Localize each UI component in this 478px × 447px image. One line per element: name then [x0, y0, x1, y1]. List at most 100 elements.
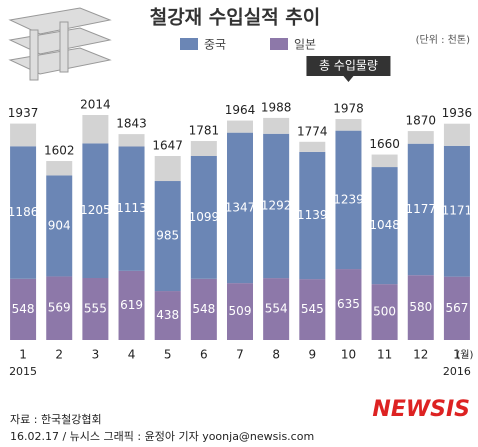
- value-label: 1177: [405, 202, 436, 216]
- value-label: 619: [120, 298, 143, 312]
- bar-segment: [263, 133, 290, 279]
- x-tick-label: 5: [164, 348, 172, 362]
- value-label: 569: [48, 301, 71, 315]
- bar-segment: [443, 145, 470, 277]
- bar-remainder: [46, 161, 73, 176]
- x-tick-label: 2: [55, 348, 63, 362]
- bar-segment: [263, 278, 290, 340]
- total-label: 2014: [80, 98, 111, 112]
- total-label: 1870: [405, 114, 436, 128]
- bar-remainder: [263, 117, 290, 134]
- bar-segment: [299, 279, 326, 340]
- total-label: 1781: [189, 124, 220, 138]
- bar-segment: [335, 130, 362, 270]
- x-tick-label: 12: [413, 348, 428, 362]
- x-tick-label: 1: [453, 348, 461, 362]
- logo: NEWSIS: [372, 397, 470, 422]
- credit: 16.02.17 / 뉴시스 그래픽 : 윤정아 기자 yoonja@newsi…: [10, 430, 314, 443]
- total-label: 1843: [116, 117, 147, 131]
- total-label: 1774: [297, 124, 328, 138]
- source: 자료 : 한국철강협회: [10, 413, 102, 426]
- year-label: 2015: [9, 365, 37, 378]
- bar-remainder: [82, 115, 109, 144]
- bar-remainder: [118, 134, 145, 147]
- total-label: 1988: [261, 100, 292, 114]
- value-label: 545: [301, 302, 324, 316]
- bar-remainder: [154, 156, 181, 182]
- bar-segment: [154, 181, 181, 292]
- bar-segment: [371, 167, 398, 285]
- bar-segment: [227, 132, 253, 284]
- value-label: 548: [192, 302, 215, 316]
- total-label: 1937: [8, 106, 39, 120]
- bar-segment: [10, 278, 37, 340]
- legend-swatch: [180, 38, 198, 50]
- x-tick-label: 11: [377, 348, 392, 362]
- value-label: 548: [12, 302, 35, 316]
- bar-segment: [335, 269, 362, 340]
- bar-segment: [154, 291, 181, 340]
- legend-label: 일본: [294, 38, 316, 52]
- bar-segment: [407, 275, 434, 340]
- x-tick-label: 8: [272, 348, 280, 362]
- bar-remainder: [335, 119, 362, 131]
- bar-segment: [82, 277, 109, 340]
- total-label: 1978: [333, 102, 364, 116]
- value-label: 438: [156, 308, 179, 322]
- value-label: 555: [84, 301, 107, 315]
- bar-segment: [299, 151, 326, 280]
- value-label: 1171: [442, 204, 473, 218]
- bar-segment: [227, 283, 253, 340]
- annotation-pointer: [343, 76, 354, 82]
- x-tick-label: 1: [19, 348, 27, 362]
- x-tick-label: 10: [341, 348, 356, 362]
- bar-segment: [82, 143, 109, 278]
- x-tick-label: 3: [92, 348, 100, 362]
- value-label: 1113: [116, 201, 147, 215]
- value-label: 1292: [261, 198, 292, 212]
- value-label: 1048: [369, 218, 400, 232]
- value-label: 554: [265, 302, 288, 316]
- bar-segment: [46, 175, 73, 277]
- total-label: 1964: [225, 103, 256, 117]
- annotation-box: [306, 56, 391, 76]
- bar-segment: [46, 276, 73, 340]
- value-label: 1347: [225, 200, 256, 214]
- bar-segment: [190, 156, 217, 279]
- bar-segment: [10, 146, 37, 279]
- bar-segment: [118, 146, 145, 271]
- value-label: 567: [445, 301, 468, 315]
- bar-remainder: [443, 123, 470, 146]
- x-tick-label: 4: [128, 348, 136, 362]
- bar-segment: [407, 143, 434, 276]
- legend-swatch: [270, 38, 288, 50]
- bar-remainder: [10, 123, 37, 147]
- total-label: 1647: [152, 139, 183, 153]
- bar-segment: [371, 284, 398, 340]
- value-label: 500: [373, 305, 396, 319]
- bar-remainder: [190, 141, 217, 157]
- value-label: 1239: [333, 192, 364, 206]
- value-label: 985: [156, 229, 179, 243]
- bar-segment: [443, 276, 470, 340]
- bar-segment: [118, 270, 145, 340]
- value-label: 1139: [297, 208, 328, 222]
- value-label: 580: [409, 300, 432, 314]
- total-label: 1660: [369, 137, 400, 151]
- bar-remainder: [227, 120, 253, 133]
- annotation: 총 수입물량: [319, 59, 378, 73]
- total-label: 1602: [44, 144, 75, 158]
- bar-remainder: [407, 131, 434, 144]
- value-label: 635: [337, 297, 360, 311]
- year-label: 2016: [443, 365, 471, 378]
- bar-remainder: [299, 141, 326, 152]
- bar-segment: [190, 278, 217, 340]
- steel-illustration: [8, 7, 112, 81]
- x-tick-label: 7: [236, 348, 244, 362]
- chart-title: 철강재 수입실적 추이: [150, 7, 321, 29]
- bar-remainder: [371, 154, 398, 168]
- legend-label: 중국: [204, 38, 226, 52]
- total-label: 1936: [442, 106, 473, 120]
- x-tick-label: 6: [200, 348, 208, 362]
